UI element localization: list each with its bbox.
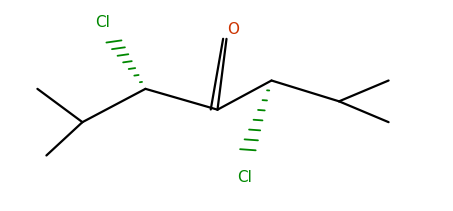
Text: Cl: Cl — [95, 15, 110, 30]
Text: Cl: Cl — [237, 170, 252, 185]
Text: O: O — [227, 22, 239, 37]
